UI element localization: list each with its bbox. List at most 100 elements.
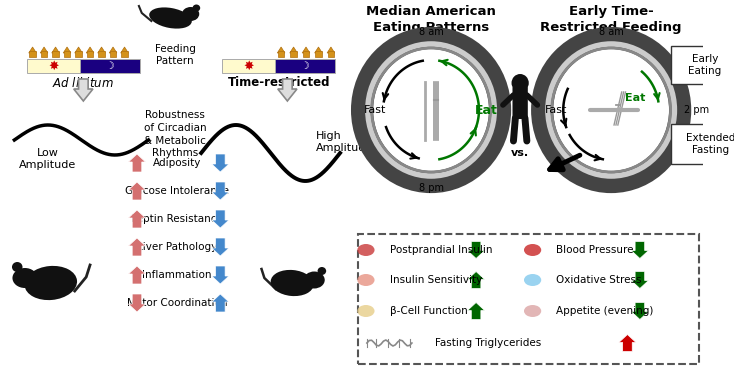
Text: Fasting Triglycerides: Fasting Triglycerides [435,338,542,348]
Polygon shape [211,154,229,172]
Ellipse shape [524,305,541,317]
Bar [52,51,59,57]
Text: Eat: Eat [625,93,645,103]
Ellipse shape [24,266,77,300]
Text: Postprandial Insulin: Postprandial Insulin [390,245,493,255]
Polygon shape [120,47,128,53]
Polygon shape [211,182,229,200]
Polygon shape [73,79,93,101]
Polygon shape [315,47,322,53]
Ellipse shape [182,7,199,21]
Ellipse shape [357,244,374,256]
Text: Insulin Sensitivity: Insulin Sensitivity [390,275,482,285]
Polygon shape [51,47,59,53]
Text: ☽: ☽ [301,61,310,71]
Bar [64,51,70,57]
Ellipse shape [192,4,200,11]
Bar [275,59,335,73]
Bar [75,51,82,57]
Text: Glucose Intolerance: Glucose Intolerance [126,186,229,196]
Polygon shape [302,47,310,53]
Polygon shape [468,241,484,258]
Polygon shape [631,302,649,319]
Text: 2 pm: 2 pm [684,105,709,115]
Polygon shape [277,79,297,101]
Text: 8 am: 8 am [599,27,623,37]
Text: Fast: Fast [545,105,567,115]
Polygon shape [40,47,48,53]
Polygon shape [63,47,71,53]
Circle shape [512,74,528,92]
Text: vs.: vs. [511,148,529,158]
Text: Liver Pathology: Liver Pathology [137,242,217,252]
Text: 8 pm: 8 pm [418,183,443,193]
Text: Adiposity: Adiposity [153,158,201,168]
Polygon shape [86,47,94,53]
Ellipse shape [357,305,374,317]
Text: High
Amplitude: High Amplitude [316,131,374,153]
Ellipse shape [271,270,313,296]
Bar [80,59,140,73]
Bar [222,59,275,73]
Text: Motor Coordination: Motor Coordination [127,298,228,308]
Text: Low
Amplitude: Low Amplitude [19,148,76,170]
Bar [327,51,334,57]
Text: Extended
Fasting: Extended Fasting [686,133,734,155]
Bar [290,51,297,57]
Text: Inflammation: Inflammation [142,270,212,280]
Polygon shape [75,47,82,53]
Polygon shape [290,47,297,53]
Polygon shape [327,47,335,53]
FancyBboxPatch shape [512,87,528,119]
Ellipse shape [149,7,192,29]
Polygon shape [631,241,649,258]
Polygon shape [211,238,229,256]
Polygon shape [98,47,106,53]
Bar [29,51,36,57]
Polygon shape [468,302,484,319]
Text: 8 am: 8 am [418,27,443,37]
Text: Blood Pressure: Blood Pressure [556,245,633,255]
Text: Early Time-
Restricted Feeding: Early Time- Restricted Feeding [540,5,682,33]
Text: ✸: ✸ [48,60,59,72]
Ellipse shape [524,274,541,286]
Ellipse shape [357,274,374,286]
Bar [121,51,128,57]
Bar [27,59,80,73]
FancyBboxPatch shape [671,46,734,84]
Bar [98,51,105,57]
Text: Robustness
of Circadian
& Metabolic
Rhythms: Robustness of Circadian & Metabolic Rhyt… [144,110,206,158]
Text: Leptin Resistance: Leptin Resistance [131,214,223,224]
Ellipse shape [304,272,324,289]
Ellipse shape [524,244,541,256]
Text: ✸: ✸ [244,60,254,72]
Polygon shape [29,47,37,53]
FancyBboxPatch shape [671,124,734,164]
Text: ☽: ☽ [106,61,115,71]
Polygon shape [619,335,636,351]
Bar [277,51,285,57]
Polygon shape [128,266,145,284]
Text: Fast: Fast [364,105,387,115]
Bar [87,51,93,57]
Polygon shape [631,272,649,289]
Polygon shape [128,182,145,200]
Ellipse shape [12,268,37,288]
Bar [40,51,48,57]
Text: Oxidative Stress: Oxidative Stress [556,275,641,285]
Polygon shape [211,266,229,284]
Polygon shape [128,238,145,256]
Polygon shape [109,47,117,53]
Bar [109,51,117,57]
Polygon shape [211,294,229,312]
Text: Appetite (evening): Appetite (evening) [556,306,653,316]
Ellipse shape [12,262,23,272]
Text: Early
Eating: Early Eating [688,54,722,76]
Text: β-Cell Function: β-Cell Function [390,306,468,316]
Polygon shape [128,294,145,312]
Bar [302,51,309,57]
Circle shape [362,38,500,182]
Polygon shape [128,210,145,228]
Bar [358,234,700,364]
Ellipse shape [318,267,326,275]
